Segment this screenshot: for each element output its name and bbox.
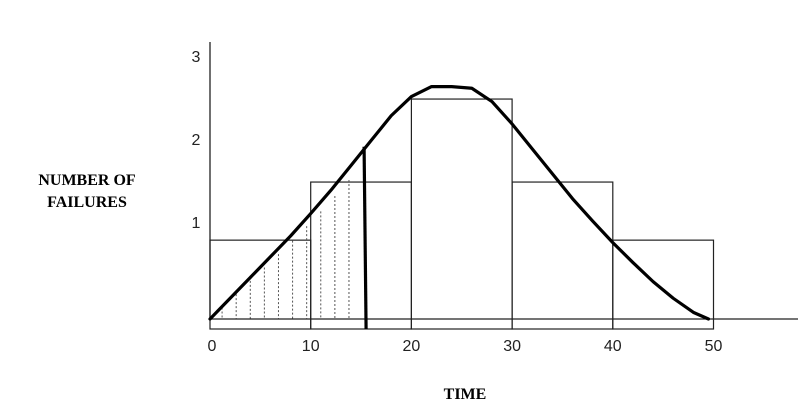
histogram-bar-3: [410, 98, 513, 330]
histogram-bar-2: [310, 181, 413, 330]
histogram-bar-4: [511, 181, 614, 330]
y-axis-title-line-2: FAILURES: [47, 194, 127, 211]
x-axis-title: TIME: [443, 386, 487, 403]
histogram-bar-5: [612, 239, 715, 330]
x-tick-label-30: 30: [503, 338, 521, 355]
x-tick-label-0: 0: [208, 338, 217, 355]
y-tick-label-3: 3: [192, 49, 201, 66]
x-tick-label-20: 20: [403, 338, 421, 355]
x-tick-label-50: 50: [705, 338, 723, 355]
y-axis-title: NUMBER OF FAILURES: [0, 170, 174, 214]
histogram-bar-1: [209, 239, 312, 330]
x-tick-label-40: 40: [604, 338, 622, 355]
y-tick-label-1: 1: [192, 215, 201, 232]
x-tick-label-10: 10: [302, 338, 320, 355]
failure-rate-curve: [208, 84, 711, 321]
y-tick-label-2: 2: [192, 132, 201, 149]
marker-line: [362, 146, 368, 330]
y-axis-title-line-1: NUMBER OF: [38, 172, 136, 189]
